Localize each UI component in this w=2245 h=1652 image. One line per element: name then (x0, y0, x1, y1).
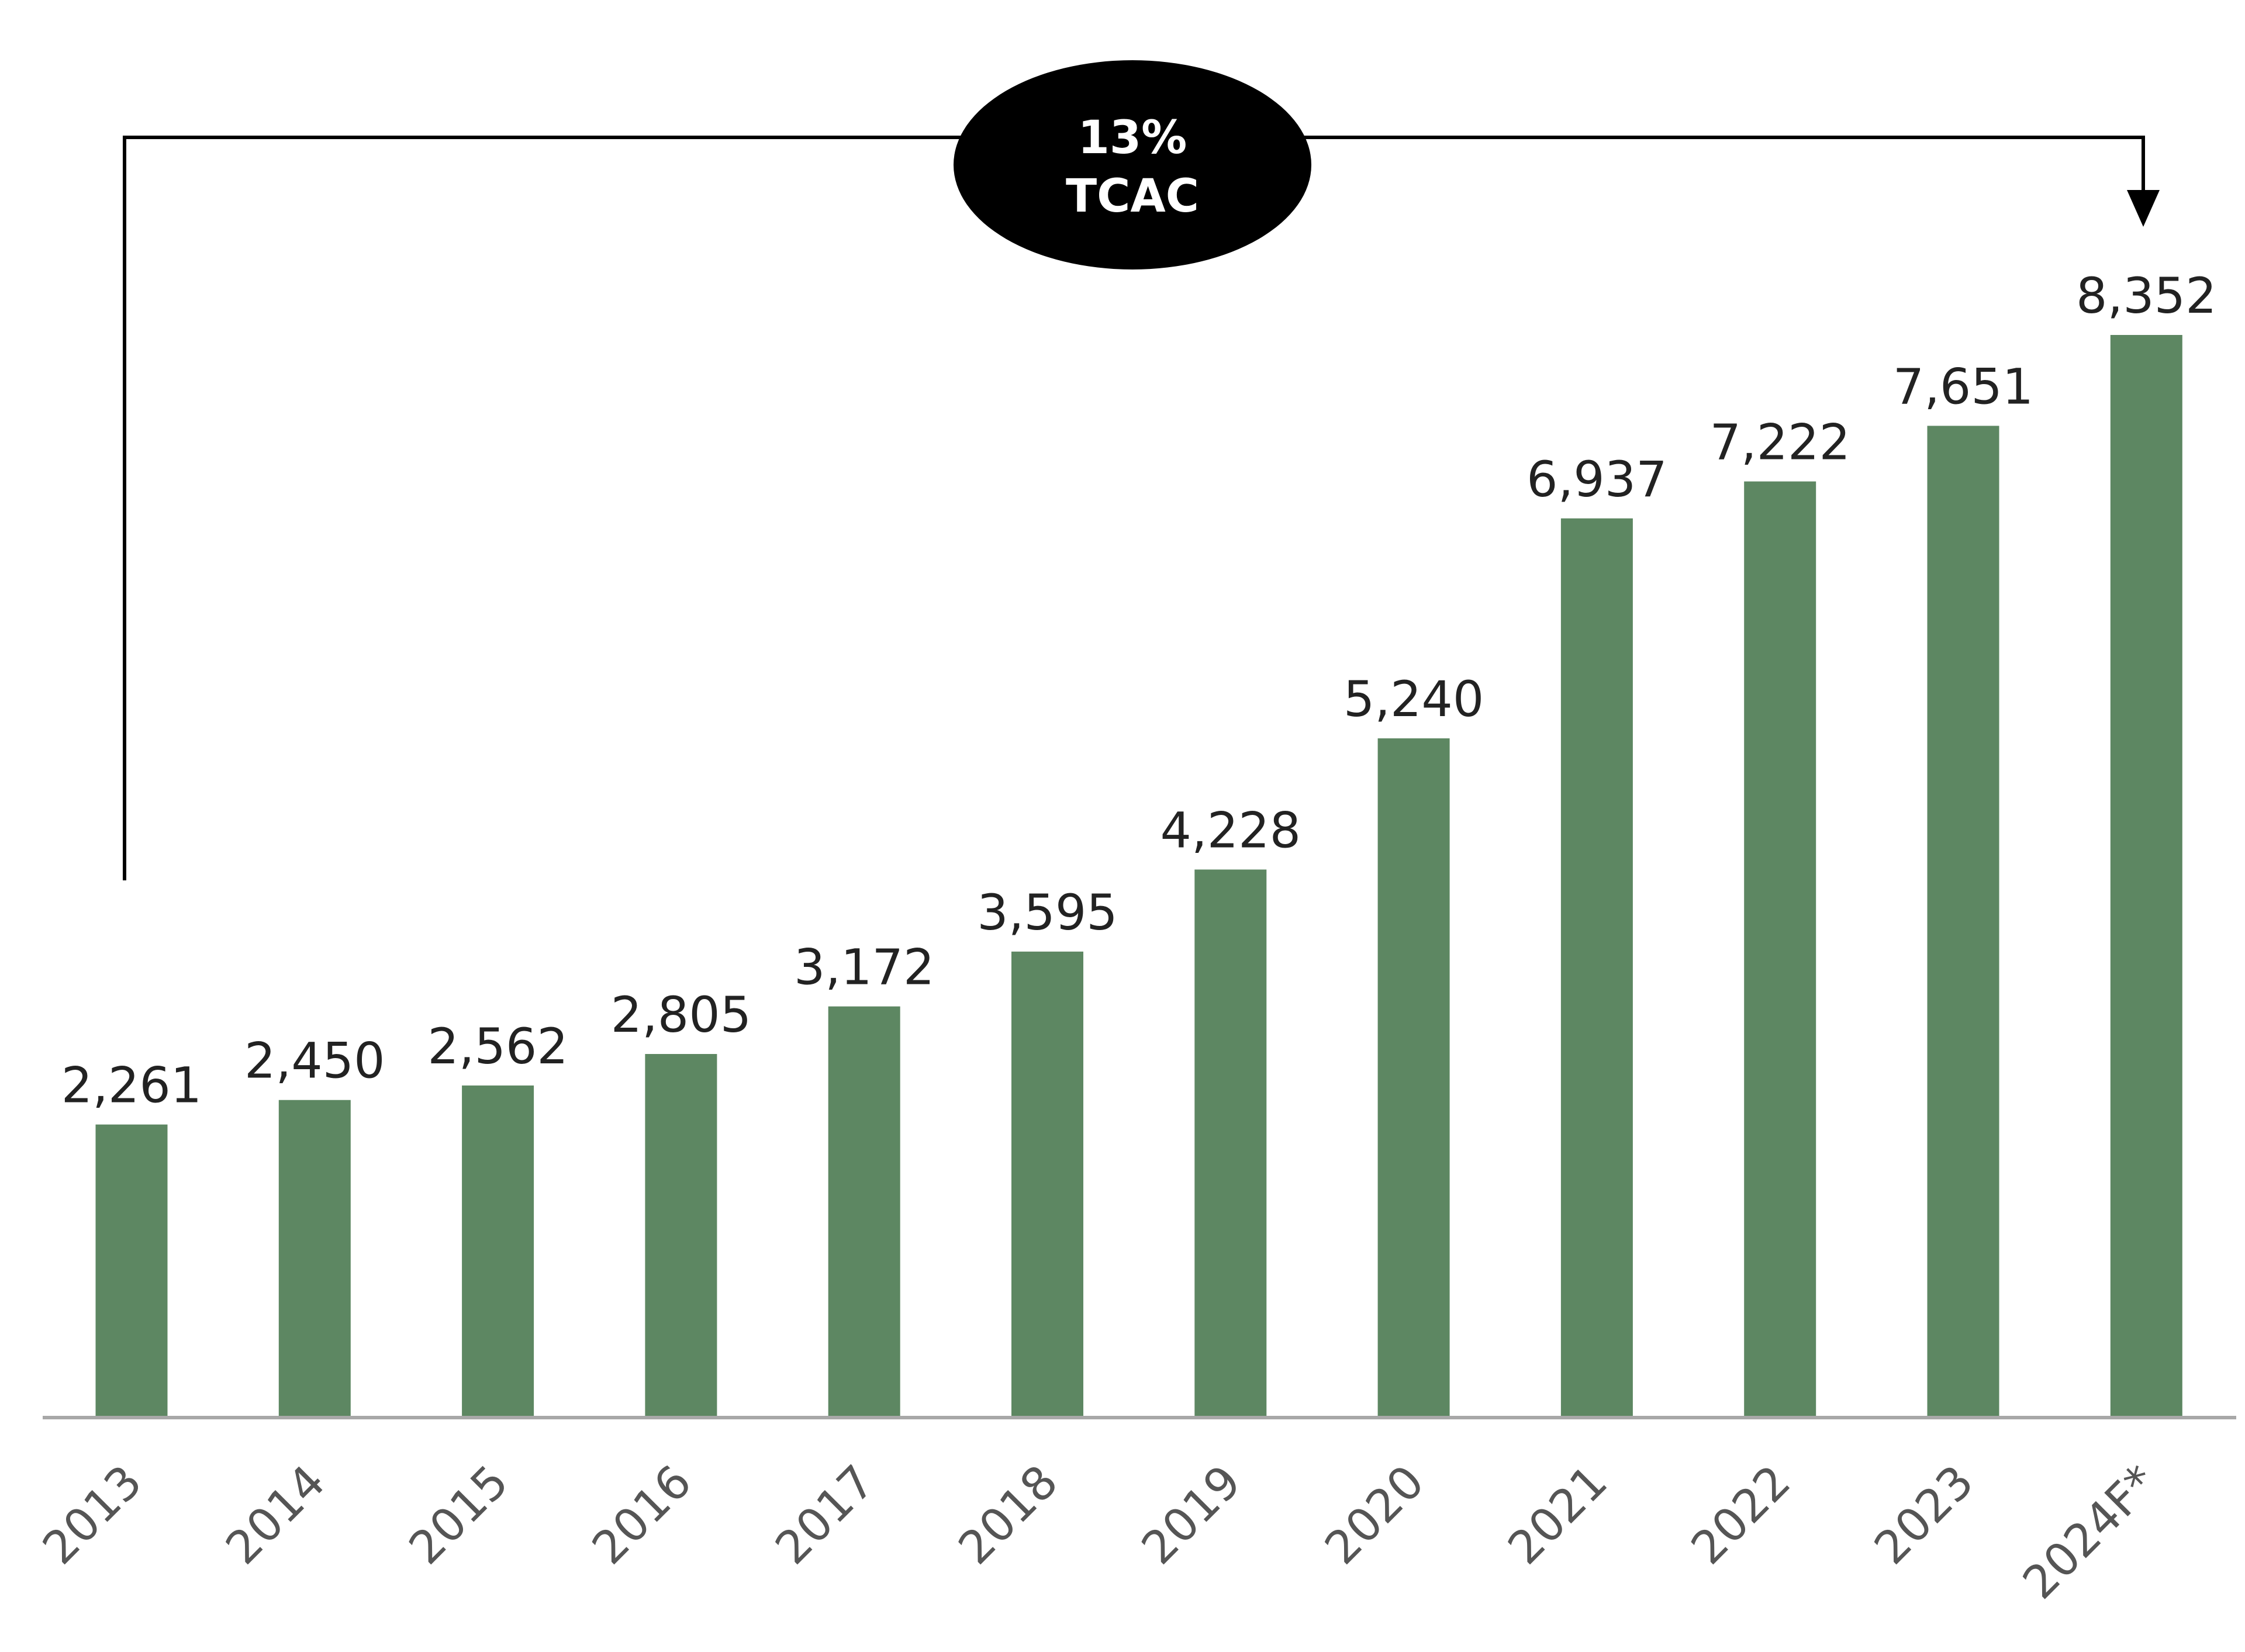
x-tick-label: 2023 (1864, 1456, 1984, 1575)
bar-2018 (1011, 951, 1083, 1418)
value-label: 7,222 (1709, 414, 1850, 471)
value-label: 4,228 (1161, 801, 1301, 859)
value-label: 2,261 (61, 1057, 202, 1114)
value-label: 2,805 (611, 986, 751, 1043)
cagr-label: TCAC (1066, 170, 1199, 223)
value-label: 2,450 (244, 1032, 385, 1090)
x-tick-label: 2017 (766, 1456, 885, 1575)
x-tick-label: 2016 (582, 1456, 702, 1575)
bar-2013 (95, 1124, 168, 1418)
cagr-badge (954, 60, 1311, 269)
bar-2017 (828, 1006, 900, 1418)
cagr-annotation: 13% TCAC (123, 60, 2160, 880)
value-label: 7,651 (1893, 358, 2033, 415)
bar-2024F* (2110, 335, 2182, 1418)
value-label: 2,562 (427, 1018, 568, 1075)
value-label: 5,240 (1343, 671, 1484, 728)
bar-2016 (645, 1054, 717, 1418)
value-label: 6,937 (1526, 451, 1667, 508)
arrow-down-icon (2127, 190, 2160, 227)
x-tick-label: 2022 (1681, 1456, 1801, 1575)
bar-2014 (278, 1100, 351, 1418)
x-tick-label: 2015 (399, 1456, 519, 1575)
x-tick-label: 2021 (1498, 1456, 1618, 1575)
x-tick-label: 2014 (216, 1456, 336, 1575)
bar-2023 (1927, 426, 1999, 1418)
bar-2022 (1744, 481, 1816, 1418)
value-label: 8,352 (2076, 267, 2216, 324)
bar-2019 (1194, 869, 1267, 1418)
bar-2021 (1560, 518, 1633, 1418)
x-tick-label: 2020 (1315, 1456, 1435, 1575)
value-label: 3,172 (794, 939, 934, 996)
bar-2015 (462, 1085, 534, 1418)
x-tick-label: 2013 (33, 1456, 152, 1575)
bar-2020 (1377, 738, 1450, 1418)
x-tick-label: 2018 (949, 1456, 1068, 1575)
x-tick-label: 2024F* (2013, 1456, 2167, 1609)
value-label: 3,595 (977, 884, 1117, 941)
x-tick-label: 2019 (1132, 1456, 1251, 1575)
cagr-value: 13% (1078, 112, 1187, 164)
